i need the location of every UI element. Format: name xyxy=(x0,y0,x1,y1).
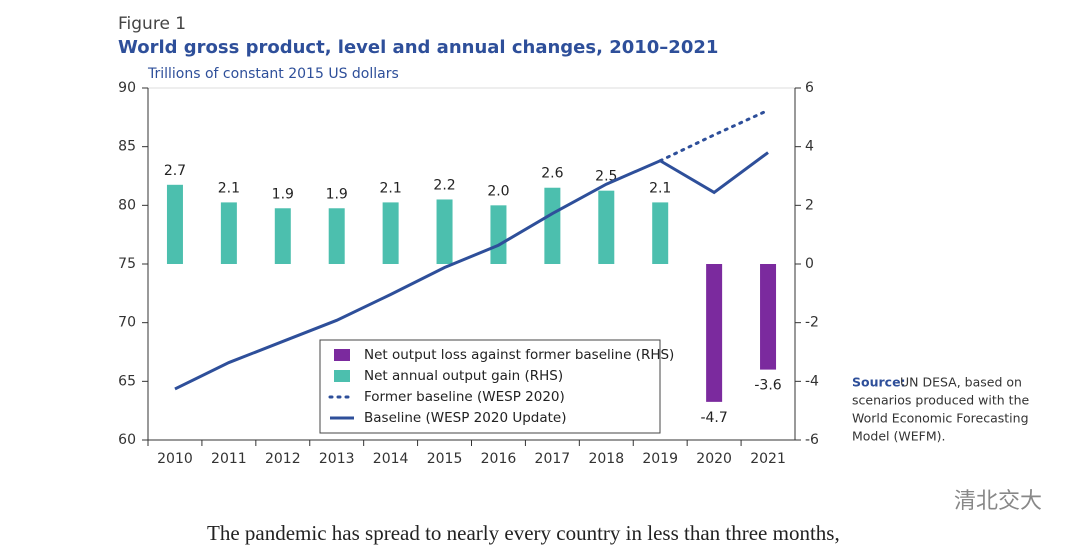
data-label: 2.6 xyxy=(541,166,563,182)
y-tick-label: 80 xyxy=(118,197,136,213)
legend-swatch xyxy=(334,370,350,382)
data-label: 2.2 xyxy=(433,177,455,193)
x-tick-label: 2016 xyxy=(481,451,517,467)
bar xyxy=(166,184,183,264)
data-label: 2.1 xyxy=(218,180,240,196)
data-label: 1.9 xyxy=(326,186,348,202)
legend-label: Net annual output gain (RHS) xyxy=(364,368,563,384)
y2-tick-label: -2 xyxy=(805,315,819,331)
legend-box xyxy=(319,339,661,434)
x-tick-label: 2014 xyxy=(373,451,409,467)
data-label: 2.1 xyxy=(379,180,401,196)
y-tick-label: 65 xyxy=(118,373,136,389)
legend-label: Baseline (WESP 2020 Update) xyxy=(364,410,566,426)
data-label: -3.6 xyxy=(754,378,781,394)
source-note: Source: UN DESA, based on scenarios produ… xyxy=(852,375,1029,444)
x-tick-label: 2021 xyxy=(750,451,786,467)
line xyxy=(174,151,769,391)
x-tick-label: 2011 xyxy=(211,451,247,467)
figure-label: Figure 1 xyxy=(118,14,186,34)
x-tick-label: 2017 xyxy=(535,451,571,467)
data-label: 2.7 xyxy=(164,163,186,179)
x-tick-label: 2019 xyxy=(642,451,678,467)
body-text: The pandemic has spread to nearly every … xyxy=(207,521,840,545)
y-tick-label: 70 xyxy=(118,315,136,331)
bar xyxy=(598,190,615,264)
y2-tick-label: 0 xyxy=(805,256,814,272)
source-line: UN DESA, based on xyxy=(900,375,1022,390)
x-tick-label: 2013 xyxy=(319,451,355,467)
bar xyxy=(652,202,669,264)
source-line: scenarios produced with the xyxy=(852,393,1029,408)
y2-tick-label: 6 xyxy=(805,80,814,96)
data-label: 2.0 xyxy=(487,183,509,199)
legend-swatch xyxy=(334,349,350,361)
bar xyxy=(328,208,345,264)
x-tick-label: 2015 xyxy=(427,451,463,467)
y-axis-label: Trillions of constant 2015 US dollars xyxy=(147,66,399,82)
y-tick-label: 90 xyxy=(118,80,136,96)
legend-label: Net output loss against former baseline … xyxy=(364,347,674,363)
bar xyxy=(490,205,507,264)
y2-tick-label: -4 xyxy=(805,373,819,389)
bar xyxy=(220,202,237,264)
bar xyxy=(274,208,291,264)
y-tick-label: 60 xyxy=(118,432,136,448)
y2-tick-label: 4 xyxy=(805,139,814,155)
bar xyxy=(760,264,777,370)
bar xyxy=(436,199,453,264)
source-line: Model (WEFM). xyxy=(852,429,945,444)
source-label: Source: xyxy=(852,375,906,390)
x-tick-label: 2018 xyxy=(588,451,624,467)
legend: Net output loss against former baseline … xyxy=(319,339,674,434)
x-tick-label: 2010 xyxy=(157,451,193,467)
bar xyxy=(382,202,399,264)
data-label: 1.9 xyxy=(272,186,294,202)
legend-label: Former baseline (WESP 2020) xyxy=(364,389,565,405)
dotted-line xyxy=(658,108,770,163)
x-tick-label: 2020 xyxy=(696,451,732,467)
bar xyxy=(544,187,561,264)
data-label: 2.1 xyxy=(649,180,671,196)
bar xyxy=(706,264,723,402)
source-line: World Economic Forecasting xyxy=(852,411,1029,426)
data-label: -4.7 xyxy=(700,410,727,426)
x-tick-label: 2012 xyxy=(265,451,301,467)
y2-tick-label: -6 xyxy=(805,432,819,448)
watermark: 清北交大 xyxy=(954,489,1042,514)
y2-tick-label: 2 xyxy=(805,197,814,213)
chart-title: World gross product, level and annual ch… xyxy=(118,37,718,58)
y-tick-label: 85 xyxy=(118,139,136,155)
y-tick-label: 75 xyxy=(118,256,136,272)
